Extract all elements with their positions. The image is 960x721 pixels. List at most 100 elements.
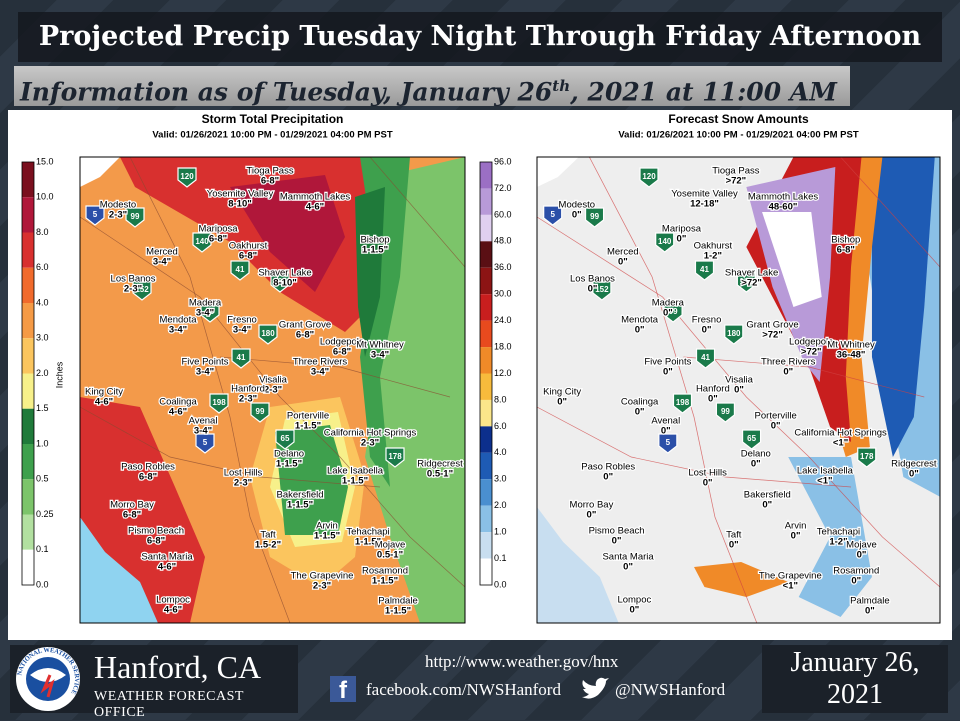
highway-shield: 140	[655, 232, 675, 253]
legend-label: 0.0	[36, 579, 49, 589]
map-title: Storm Total Precipitation	[202, 112, 344, 126]
city-name: Visalia	[259, 375, 288, 386]
map-line	[589, 157, 758, 623]
city-value: 6-8"	[261, 176, 279, 187]
highway-shield: 168	[736, 272, 756, 293]
city-name: Delano	[274, 449, 304, 460]
highway-shield: 120	[177, 167, 197, 188]
city-value: 4-6"	[95, 397, 113, 408]
legend-label: 12.0	[494, 368, 512, 378]
map-panel: Storm Total Precipitation Valid: 01/26/20…	[8, 110, 952, 640]
legend-swatch	[480, 452, 492, 480]
highway-shield: 198	[672, 393, 693, 414]
city-value: 6-8"	[333, 347, 351, 358]
city-value: 0"	[587, 510, 597, 521]
city-name: Tehachapi	[817, 527, 860, 538]
map-valid: Valid: 01/26/2021 10:00 PM - 01/29/2021 …	[618, 130, 858, 141]
city-value: 0"	[851, 576, 861, 587]
legend-swatch	[22, 162, 34, 198]
city-name: Modesto	[100, 200, 136, 211]
legend-swatch	[480, 320, 492, 348]
map: 120 5 99 140 41 168 152 99 180 41 198 99 5 65 178 Tioga…	[537, 157, 941, 623]
city-value: <1"	[783, 581, 798, 592]
city-name: Madera	[652, 298, 685, 309]
city-name: The Grapevine	[291, 571, 354, 582]
shield	[250, 402, 270, 423]
shield	[584, 207, 605, 228]
city-name: Coalinga	[159, 397, 197, 408]
legend-label: 0.0	[494, 579, 507, 589]
legend-label: 15.0	[36, 156, 54, 166]
nws-logo: NATIONAL WEATHER SERVICE	[16, 647, 80, 711]
map-line	[80, 216, 465, 588]
highway-number: 5	[93, 210, 98, 219]
highway-shield: 152	[132, 280, 152, 301]
city-name: Tehachapi	[346, 527, 389, 538]
map-title: Forecast Snow Amounts	[668, 112, 809, 126]
highway-shield: 99	[715, 402, 736, 423]
city-name: Pismo Beach	[589, 526, 645, 537]
city-value: 0"	[603, 472, 613, 483]
shield	[230, 260, 250, 281]
highway-shield: 198	[209, 393, 229, 414]
map-line	[537, 406, 852, 488]
city-value: 6-8"	[123, 510, 141, 521]
city-name: Palmdale	[378, 596, 418, 607]
city-value: 1-1.5"	[385, 606, 411, 617]
legend-swatch	[22, 479, 34, 515]
city-value: 0"	[661, 426, 671, 437]
highway-shield: 5	[543, 205, 563, 226]
shield	[724, 324, 744, 345]
city-value: 0"	[783, 367, 793, 378]
map-valid: Valid: 01/26/2021 10:00 PM - 01/29/2021 …	[152, 130, 392, 141]
map-region	[537, 507, 619, 623]
city-value: >72"	[726, 176, 747, 187]
legend-label: 0.25	[36, 509, 54, 519]
legend-swatch	[480, 162, 492, 189]
legend-label: 36.0	[494, 262, 512, 272]
city-name: Ridgecrest	[891, 459, 937, 470]
highway-number: 99	[590, 212, 599, 221]
highway-number: 65	[281, 434, 290, 443]
highway-shield: 178	[857, 447, 877, 468]
legend-swatch	[22, 338, 34, 374]
city-value: 3-4"	[311, 367, 329, 378]
highway-number: 198	[212, 398, 226, 407]
city-value: 0"	[708, 394, 718, 405]
city-name: Yosemite Valley	[671, 189, 738, 200]
city-value: 0"	[557, 397, 567, 408]
city-name: Merced	[146, 247, 178, 258]
map-border	[536, 156, 941, 624]
city-name: Rosamond	[362, 566, 408, 577]
highway-number: 120	[642, 172, 656, 181]
subtitle-sup: th	[552, 77, 571, 95]
map-region	[230, 175, 345, 292]
shield	[275, 429, 295, 450]
city-value: <1"	[833, 438, 848, 449]
city-value: 0"	[635, 407, 645, 418]
city-value: 0"	[623, 562, 633, 573]
highway-number: 180	[261, 329, 275, 338]
shield	[132, 280, 152, 301]
highway-number: 41	[700, 265, 709, 274]
shield	[177, 167, 197, 188]
twitter: @NWSHanford	[615, 680, 726, 699]
